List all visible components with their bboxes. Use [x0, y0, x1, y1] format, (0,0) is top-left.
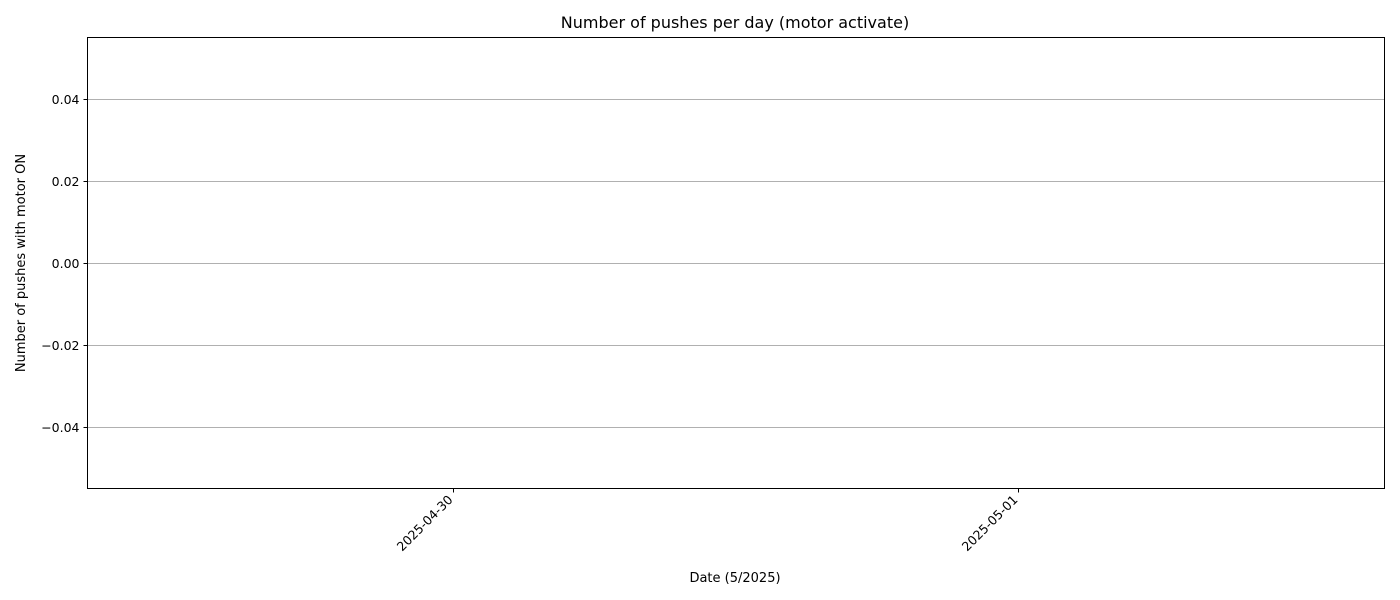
y-tick-label: 0.02: [52, 174, 80, 189]
x-axis-label: Date (5/2025): [689, 571, 780, 586]
y-gridlines: [87, 99, 1385, 428]
y-tick-label: 0.00: [52, 256, 80, 271]
y-axis-label: Number of pushes with motor ON: [14, 154, 29, 372]
y-tick-label: 0.04: [52, 92, 80, 107]
y-tick-label: −0.02: [41, 338, 79, 353]
chart-title: Number of pushes per day (motor activate…: [561, 13, 909, 32]
plot-frame: [87, 37, 1385, 489]
y-tick-label: −0.04: [41, 420, 79, 435]
